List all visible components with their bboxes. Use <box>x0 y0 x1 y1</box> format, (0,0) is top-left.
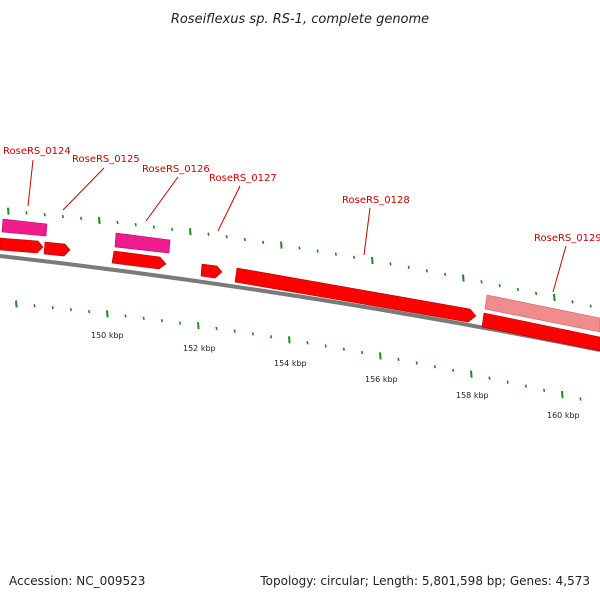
gene-labels: RoseRS_0124 RoseRS_0125 RoseRS_0126 Rose… <box>3 146 600 244</box>
minor-tick <box>160 319 163 323</box>
minor-tick <box>498 283 501 288</box>
minor-tick <box>571 300 574 304</box>
gene-label-roseRS-0127[interactable]: RoseRS_0127 <box>209 173 277 184</box>
major-tick <box>288 336 291 344</box>
minor-tick <box>233 329 236 333</box>
gene-label-roseRS-0124[interactable]: RoseRS_0124 <box>3 146 71 157</box>
minor-tick <box>61 214 64 219</box>
map-title: Roseiflexus sp. RS-1, complete genome <box>171 12 429 27</box>
gene-feature[interactable] <box>200 263 223 279</box>
gene-track <box>0 218 600 352</box>
minor-tick <box>33 304 36 308</box>
major-tick <box>15 300 18 308</box>
scale-labels: 150 kbp 152 kbp 154 kbp 156 kbp 158 kbp … <box>91 331 580 420</box>
minor-tick <box>407 265 410 269</box>
minor-tick <box>80 216 83 221</box>
minor-tick <box>334 252 337 256</box>
major-tick <box>106 310 109 318</box>
minor-tick <box>506 380 509 384</box>
minor-tick <box>425 269 428 273</box>
major-tick <box>553 294 556 302</box>
minor-tick <box>516 287 519 292</box>
minor-tick <box>152 225 155 229</box>
gene-feature[interactable] <box>43 241 71 257</box>
minor-tick <box>69 307 72 312</box>
label-leader-lines <box>27 159 567 293</box>
minor-tick <box>488 376 491 380</box>
minor-tick <box>134 223 137 227</box>
major-tick <box>470 370 473 378</box>
minor-tick <box>43 213 46 217</box>
scale-label-158-kbp: 158 kbp <box>456 391 489 400</box>
minor-tick <box>342 347 345 351</box>
minor-tick <box>353 255 356 259</box>
gene-feature[interactable] <box>111 250 167 270</box>
major-tick <box>379 352 382 360</box>
minor-tick <box>444 272 447 277</box>
scale-label-150-kbp: 150 kbp <box>91 331 124 340</box>
major-tick <box>197 322 200 330</box>
minor-tick <box>324 344 327 348</box>
minor-tick <box>589 304 592 308</box>
minor-tick <box>142 316 145 320</box>
minor-tick <box>316 249 319 253</box>
gene-feature[interactable] <box>0 237 44 254</box>
minor-tick <box>433 365 436 369</box>
minor-tick <box>251 332 254 336</box>
upper-tick-track <box>7 207 592 308</box>
minor-tick <box>51 306 54 310</box>
minor-tick <box>543 388 546 393</box>
minor-tick <box>535 291 538 296</box>
minor-tick <box>116 220 119 225</box>
minor-tick <box>207 232 210 236</box>
major-tick <box>280 241 283 249</box>
genome-summary-text: Topology: circular; Length: 5,801,598 bp… <box>260 574 590 588</box>
major-tick <box>371 256 374 265</box>
highlighted-gene[interactable] <box>1 218 48 237</box>
gene-label-roseRS-0129[interactable]: RoseRS_0129 <box>534 233 600 244</box>
minor-tick <box>179 321 182 325</box>
major-tick <box>98 216 101 224</box>
minor-tick <box>389 262 392 266</box>
minor-tick <box>397 357 400 362</box>
minor-tick <box>88 310 91 314</box>
minor-tick <box>270 335 273 339</box>
minor-tick <box>524 384 527 388</box>
major-tick <box>462 274 465 282</box>
minor-tick <box>262 240 265 244</box>
minor-tick <box>480 280 483 284</box>
major-tick <box>189 228 192 236</box>
gene-feature[interactable] <box>234 267 477 323</box>
scale-label-156-kbp: 156 kbp <box>365 375 398 384</box>
scale-label-152-kbp: 152 kbp <box>183 344 216 353</box>
gene-label-roseRS-0126[interactable]: RoseRS_0126 <box>142 164 210 175</box>
minor-tick <box>306 341 309 345</box>
highlighted-gene[interactable] <box>114 232 171 254</box>
minor-tick <box>415 361 418 365</box>
minor-tick <box>361 350 364 355</box>
minor-tick <box>25 211 28 215</box>
minor-tick <box>124 314 127 318</box>
minor-tick <box>298 246 301 250</box>
minor-tick <box>171 227 174 231</box>
minor-tick <box>225 235 228 239</box>
gene-label-roseRS-0125[interactable]: RoseRS_0125 <box>72 154 140 165</box>
major-tick <box>561 391 564 399</box>
gene-feature[interactable] <box>481 312 600 352</box>
highlighted-gene[interactable] <box>484 294 600 333</box>
scale-label-154-kbp: 154 kbp <box>274 359 307 368</box>
minor-tick <box>243 237 246 242</box>
scale-label-160-kbp: 160 kbp <box>547 411 580 420</box>
gene-label-roseRS-0128[interactable]: RoseRS_0128 <box>342 195 410 206</box>
minor-tick <box>579 397 582 401</box>
accession-text: Accession: NC_009523 <box>9 574 146 588</box>
minor-tick <box>215 326 218 331</box>
scale-tick-track <box>15 300 582 401</box>
major-tick <box>7 207 10 215</box>
minor-tick <box>452 368 455 373</box>
